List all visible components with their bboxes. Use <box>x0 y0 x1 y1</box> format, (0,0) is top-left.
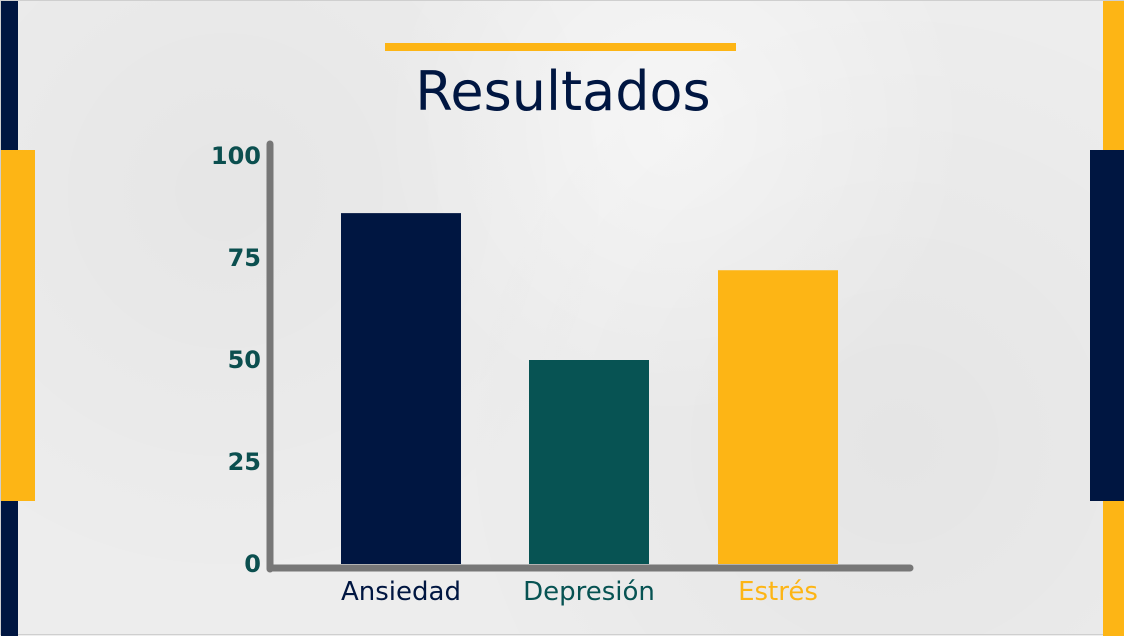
x-tick-label: Depresión <box>523 577 655 607</box>
bar-estrés <box>718 270 838 564</box>
x-tick-label: Estrés <box>738 577 818 607</box>
bar-ansiedad <box>341 213 461 564</box>
title-accent-bar <box>385 43 736 51</box>
y-tick-label: 50 <box>228 346 261 374</box>
y-tick-label: 75 <box>228 244 261 272</box>
left-yellow-stripe <box>1 150 35 501</box>
bar-depresión <box>529 360 649 564</box>
y-tick-label: 25 <box>228 448 261 476</box>
bars-group <box>341 213 838 564</box>
y-tick-label: 100 <box>211 142 261 170</box>
slide-title: Resultados <box>415 60 711 123</box>
x-tick-label: Ansiedad <box>341 577 461 607</box>
x-tick-labels: Ansiedad Depresión Estrés <box>341 577 818 607</box>
y-tick-label: 0 <box>244 550 261 578</box>
right-navy-stripe <box>1090 150 1124 501</box>
y-tick-labels: 0 25 50 75 100 <box>211 142 261 578</box>
